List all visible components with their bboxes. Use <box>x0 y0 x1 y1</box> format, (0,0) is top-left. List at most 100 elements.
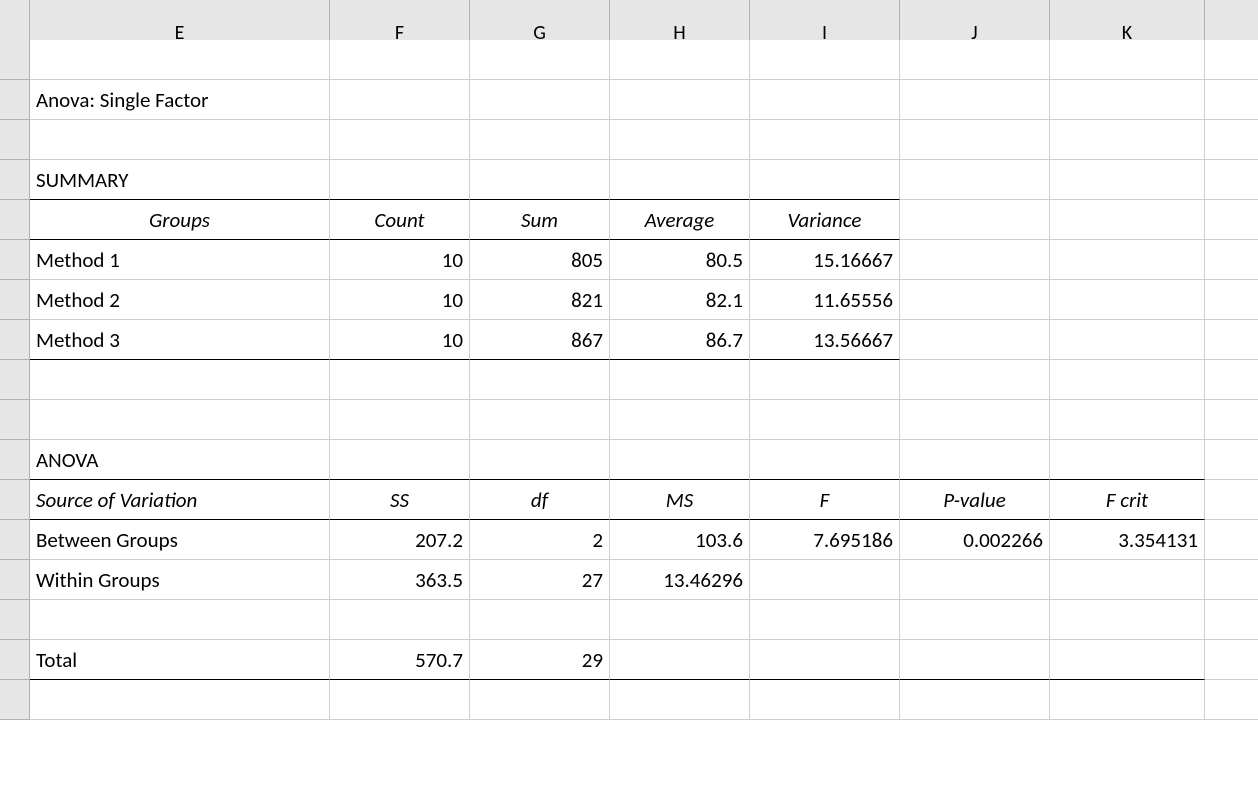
cell[interactable] <box>1205 560 1258 600</box>
anova-label[interactable]: ANOVA <box>30 440 330 480</box>
anova-row-p[interactable]: 0.002266 <box>900 520 1050 560</box>
title-cell[interactable]: Anova: Single Factor <box>30 80 330 120</box>
summary-row-sum[interactable]: 821 <box>470 280 610 320</box>
cell[interactable] <box>470 120 610 160</box>
cell[interactable] <box>470 440 610 480</box>
cell[interactable] <box>330 160 470 200</box>
summary-header-variance[interactable]: Variance <box>750 200 900 240</box>
summary-row-count[interactable]: 10 <box>330 280 470 320</box>
cell[interactable] <box>1050 200 1205 240</box>
row-stub[interactable] <box>0 480 30 520</box>
row-stub[interactable] <box>0 320 30 360</box>
anova-header-source[interactable]: Source of Variation <box>30 480 330 520</box>
cell[interactable] <box>1050 680 1205 720</box>
row-stub[interactable] <box>0 360 30 400</box>
anova-row-ms[interactable]: 13.46296 <box>610 560 750 600</box>
cell[interactable] <box>900 200 1050 240</box>
anova-total-df[interactable]: 29 <box>470 640 610 680</box>
cell[interactable] <box>330 400 470 440</box>
cell[interactable] <box>750 680 900 720</box>
summary-header-groups[interactable]: Groups <box>30 200 330 240</box>
cell[interactable] <box>750 400 900 440</box>
cell[interactable] <box>900 80 1050 120</box>
cell[interactable] <box>900 640 1050 680</box>
cell[interactable] <box>1050 280 1205 320</box>
cell[interactable] <box>610 440 750 480</box>
cell[interactable] <box>1205 400 1258 440</box>
cell[interactable] <box>610 680 750 720</box>
cell[interactable] <box>610 120 750 160</box>
row-stub[interactable] <box>0 280 30 320</box>
cell[interactable] <box>750 640 900 680</box>
row-stub[interactable] <box>0 240 30 280</box>
cell[interactable] <box>1050 320 1205 360</box>
cell[interactable] <box>1205 680 1258 720</box>
cell[interactable] <box>610 600 750 640</box>
row-stub[interactable] <box>0 440 30 480</box>
summary-row-count[interactable]: 10 <box>330 320 470 360</box>
row-stub[interactable] <box>0 80 30 120</box>
anova-row-source[interactable]: Within Groups <box>30 560 330 600</box>
row-stub[interactable] <box>0 560 30 600</box>
cell[interactable] <box>610 360 750 400</box>
cell[interactable] <box>470 400 610 440</box>
anova-row-p[interactable] <box>900 560 1050 600</box>
cell[interactable] <box>900 600 1050 640</box>
cell[interactable] <box>750 600 900 640</box>
cell[interactable] <box>610 160 750 200</box>
cell[interactable] <box>900 280 1050 320</box>
summary-row-variance[interactable]: 13.56667 <box>750 320 900 360</box>
row-stub[interactable] <box>0 160 30 200</box>
cell[interactable] <box>1050 160 1205 200</box>
cell[interactable] <box>1050 360 1205 400</box>
anova-row-f[interactable] <box>750 560 900 600</box>
summary-row-count[interactable]: 10 <box>330 240 470 280</box>
cell[interactable] <box>750 440 900 480</box>
cell[interactable] <box>30 680 330 720</box>
cell[interactable] <box>1205 520 1258 560</box>
anova-header-fcrit[interactable]: F crit <box>1050 480 1205 520</box>
row-stub[interactable] <box>0 120 30 160</box>
anova-header-ms[interactable]: MS <box>610 480 750 520</box>
anova-header-ss[interactable]: SS <box>330 480 470 520</box>
cell[interactable] <box>470 680 610 720</box>
spreadsheet-grid[interactable]: E F G H I J K Anova: Single Factor SUMMA… <box>0 0 1258 720</box>
summary-header-average[interactable]: Average <box>610 200 750 240</box>
cell[interactable] <box>900 240 1050 280</box>
cell[interactable] <box>330 360 470 400</box>
cell[interactable] <box>900 440 1050 480</box>
cell[interactable] <box>610 640 750 680</box>
cell[interactable] <box>330 600 470 640</box>
summary-row-sum[interactable]: 805 <box>470 240 610 280</box>
cell[interactable] <box>900 120 1050 160</box>
cell[interactable] <box>900 360 1050 400</box>
cell[interactable] <box>30 120 330 160</box>
cell[interactable] <box>1050 440 1205 480</box>
cell[interactable] <box>1205 160 1258 200</box>
cell[interactable] <box>900 320 1050 360</box>
cell[interactable] <box>330 120 470 160</box>
cell[interactable] <box>1205 360 1258 400</box>
row-stub[interactable] <box>0 400 30 440</box>
cell[interactable] <box>1205 120 1258 160</box>
row-stub[interactable] <box>0 600 30 640</box>
summary-header-sum[interactable]: Sum <box>470 200 610 240</box>
summary-row-average[interactable]: 82.1 <box>610 280 750 320</box>
cell[interactable] <box>1205 640 1258 680</box>
cell[interactable] <box>1205 480 1258 520</box>
cell[interactable] <box>330 80 470 120</box>
cell[interactable] <box>1205 200 1258 240</box>
cell[interactable] <box>330 40 470 80</box>
cell[interactable] <box>1205 320 1258 360</box>
anova-row-fcrit[interactable] <box>1050 560 1205 600</box>
anova-total-ss[interactable]: 570.7 <box>330 640 470 680</box>
cell[interactable] <box>1205 600 1258 640</box>
cell[interactable] <box>30 600 330 640</box>
row-stub[interactable] <box>0 640 30 680</box>
anova-header-df[interactable]: df <box>470 480 610 520</box>
cell[interactable] <box>1050 80 1205 120</box>
cell[interactable] <box>1205 440 1258 480</box>
cell[interactable] <box>1050 600 1205 640</box>
anova-row-ss[interactable]: 207.2 <box>330 520 470 560</box>
row-stub[interactable] <box>0 520 30 560</box>
